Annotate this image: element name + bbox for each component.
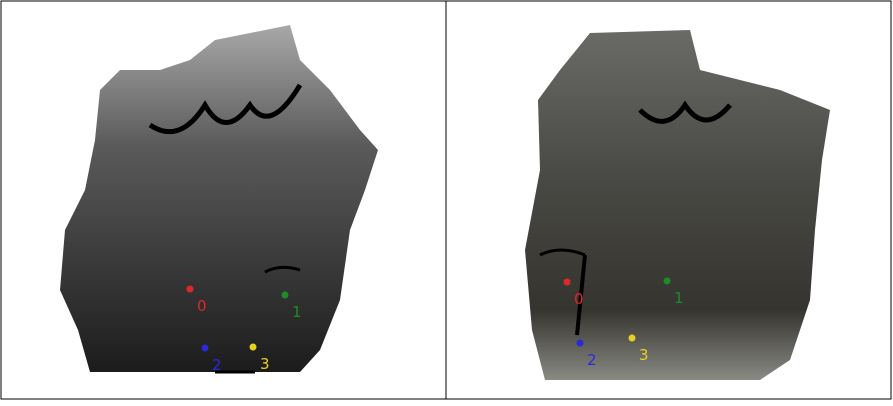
keypoint-label: 2 [587,351,597,369]
left-panel [1,1,446,399]
keypoint [629,335,636,342]
keypoint-label: 1 [674,289,684,307]
keypoint [577,340,584,347]
keypoint [187,286,194,293]
keypoint [664,278,671,285]
keypoint-label: 1 [292,303,302,321]
keypoint-label: 3 [260,355,270,373]
keypoint-label: 2 [212,356,222,374]
screenshot: 0 1 2 3 0 1 2 3 [0,0,893,406]
keypoint-label: 3 [639,346,649,364]
keypoint [282,292,289,299]
keypoint [202,345,209,352]
keypoint-label: 0 [197,297,207,315]
keypoint-label: 0 [574,290,584,308]
keypoint [564,279,571,286]
right-panel [446,1,891,399]
keypoint [250,344,257,351]
